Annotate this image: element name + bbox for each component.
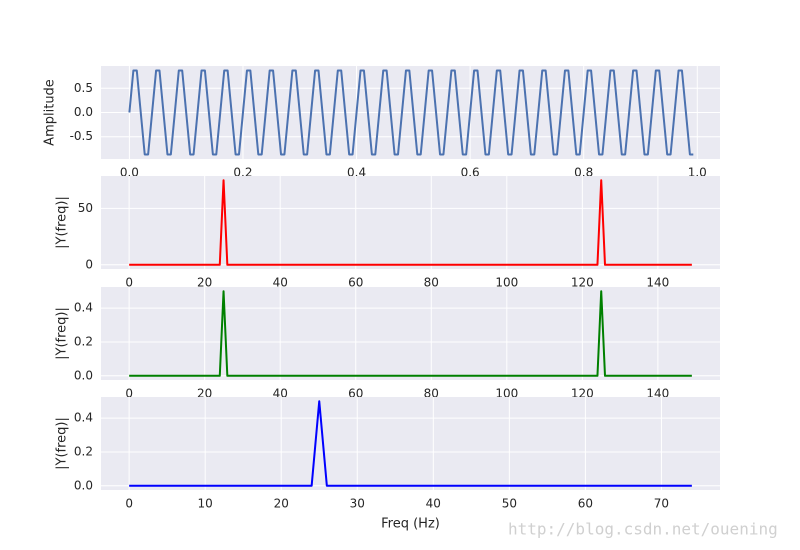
plot-area xyxy=(101,287,720,380)
y-axis-label: |Y(freq)| xyxy=(55,417,70,470)
y-axis-label: |Y(freq)| xyxy=(55,196,70,249)
x-tick-label: 0 xyxy=(125,387,133,401)
x-tick-label: 10 xyxy=(198,497,213,511)
y-tick-label: 50 xyxy=(78,201,93,215)
y-tick-label: 0.4 xyxy=(74,301,93,315)
y-axis-label: |Y(freq)| xyxy=(55,307,70,360)
x-tick-label: 140 xyxy=(646,276,669,290)
x-tick-label: 60 xyxy=(348,276,363,290)
x-tick-label: 30 xyxy=(350,497,365,511)
data-line xyxy=(128,69,694,156)
x-tick-label: 100 xyxy=(495,276,518,290)
x-tick-label: 0 xyxy=(125,497,133,511)
x-tick-label: 50 xyxy=(502,497,517,511)
y-tick-label: 0 xyxy=(85,257,93,271)
plot-area xyxy=(101,176,720,269)
x-tick-label: 40 xyxy=(273,276,288,290)
y-tick-label: 0.0 xyxy=(74,368,93,382)
x-tick-label: 70 xyxy=(654,497,669,511)
y-tick-label: -0.5 xyxy=(70,129,93,143)
x-tick-label: 60 xyxy=(578,497,593,511)
data-line xyxy=(129,400,692,487)
plot-area xyxy=(101,397,720,490)
x-tick-label: 40 xyxy=(426,497,441,511)
x-axis-label: Freq (Hz) xyxy=(381,517,440,532)
data-line xyxy=(129,290,692,377)
y-tick-label: 0.0 xyxy=(74,105,93,119)
x-tick-label: 20 xyxy=(197,276,212,290)
x-tick-label: 120 xyxy=(571,276,594,290)
watermark: http://blog.csdn.net/ouening xyxy=(508,520,778,539)
y-axis-label: Amplitude xyxy=(43,79,58,146)
x-tick-label: 20 xyxy=(274,497,289,511)
y-tick-label: 0.2 xyxy=(74,444,93,458)
y-tick-label: 0.0 xyxy=(74,478,93,492)
data-line xyxy=(129,179,692,266)
x-tick-label: 0 xyxy=(125,276,133,290)
x-tick-label: 80 xyxy=(424,276,439,290)
y-tick-label: 0.2 xyxy=(74,334,93,348)
y-tick-label: 0.5 xyxy=(74,81,93,95)
y-tick-label: 0.4 xyxy=(74,411,93,425)
